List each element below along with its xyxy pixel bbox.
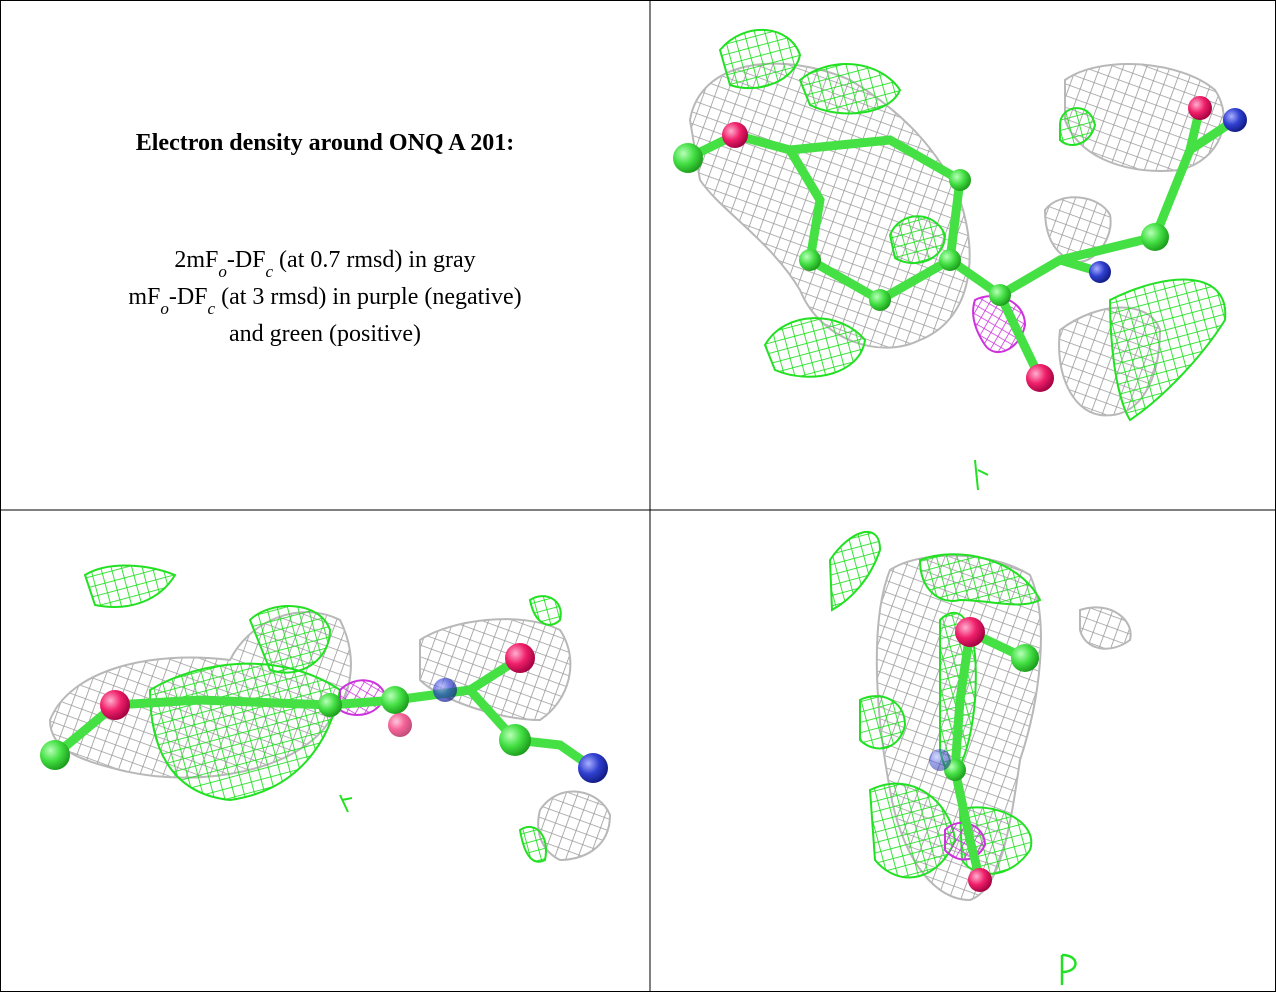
caption-title: Electron density around ONQ A 201: xyxy=(136,130,515,156)
caption-text: mF xyxy=(128,284,160,310)
caption-text: 2mF xyxy=(174,247,218,273)
subscript: c xyxy=(266,262,274,281)
density-view-top xyxy=(673,28,1247,491)
density-view-end xyxy=(828,530,1132,985)
subscript: o xyxy=(160,299,169,318)
subscript: o xyxy=(218,262,227,281)
density-view-side xyxy=(40,564,612,863)
caption-line: mFo-DFc (at 3 rmsd) in purple (negative) xyxy=(128,284,521,318)
caption-text: (at 0.7 rmsd) in gray xyxy=(273,247,476,273)
caption-text: (at 3 rmsd) in purple (negative) xyxy=(215,284,522,310)
caption-text: -DF xyxy=(169,284,208,310)
subscript: c xyxy=(208,299,216,318)
caption-text: and green (positive) xyxy=(229,321,421,347)
caption-line: 2mFo-DFc (at 0.7 rmsd) in gray xyxy=(174,247,475,281)
caption-line: and green (positive) xyxy=(229,321,421,347)
caption-text: -DF xyxy=(227,247,266,273)
